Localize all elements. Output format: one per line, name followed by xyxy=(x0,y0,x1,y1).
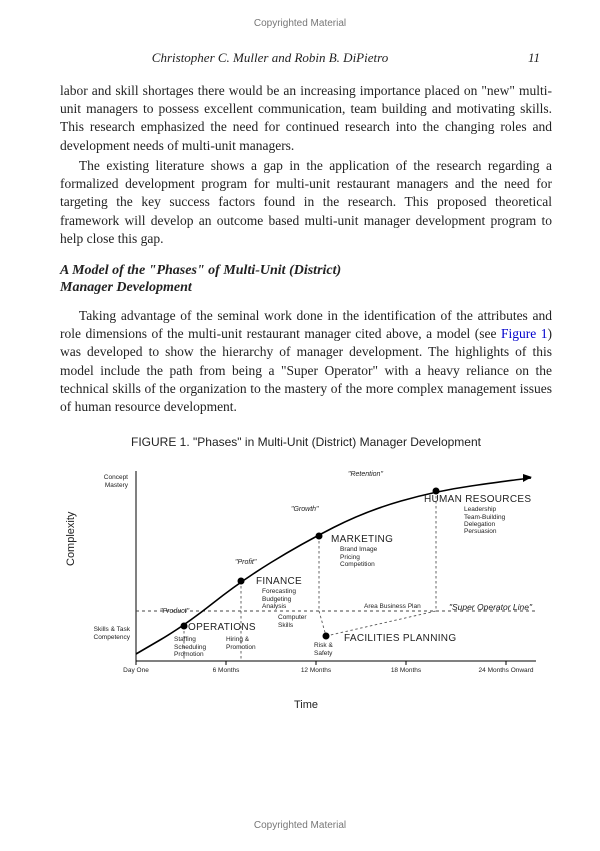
page-number: 11 xyxy=(528,50,540,66)
x-axis-label: Time xyxy=(66,698,546,713)
y-bottom-label: Skills & TaskCompetency xyxy=(76,626,130,640)
operations-title: OPERATIONS xyxy=(188,622,256,633)
facilities-title: FACILITIES PLANNING xyxy=(344,633,456,644)
body-text: labor and skill shortages there would be… xyxy=(60,82,552,706)
stage-retention-label: "Retention" xyxy=(348,471,383,479)
paragraph-3: Taking advantage of the seminal work don… xyxy=(60,307,552,416)
page: Copyrighted Material Christopher C. Mull… xyxy=(0,0,600,851)
section-heading-line2: Manager Development xyxy=(60,280,192,295)
figure-1-link[interactable]: Figure 1 xyxy=(501,326,547,341)
stage-profit-label: "Profit" xyxy=(235,559,256,567)
section-heading-line1: A Model of the "Phases" of Multi-Unit (D… xyxy=(60,263,341,278)
y-top-label: ConceptMastery xyxy=(84,474,128,488)
x-tick-label: 18 Months xyxy=(376,667,436,674)
stage-growth-label: "Growth" xyxy=(291,506,319,514)
figure-caption: FIGURE 1. "Phases" in Multi-Unit (Distri… xyxy=(60,434,552,450)
super-operator-line-label: "Super Operator Line" xyxy=(449,603,532,612)
hr-title: HUMAN RESOURCES xyxy=(424,494,531,505)
y-axis-label: Complexity xyxy=(64,512,79,566)
x-tick-label: 6 Months xyxy=(196,667,256,674)
stage-product-label: "Product" xyxy=(160,608,189,616)
copyright-bottom: Copyrighted Material xyxy=(0,820,600,831)
computer-skills-label: ComputerSkills xyxy=(278,614,307,628)
x-tick-label: Day One xyxy=(106,667,166,674)
figure-1: Complexity Time ConceptMastery Skills & … xyxy=(66,456,546,706)
hr-sub: LeadershipTeam-BuildingDelegationPersuas… xyxy=(464,506,505,535)
finance-sub: ForecastingBudgetingAnalysis xyxy=(262,588,296,609)
section-heading: A Model of the "Phases" of Multi-Unit (D… xyxy=(60,262,552,297)
facilities-sub: Risk &Safety xyxy=(314,642,333,656)
x-tick-label: 24 Months Onward xyxy=(476,667,536,674)
paragraph-2: The existing literature shows a gap in t… xyxy=(60,157,552,248)
marketing-sub: Brand ImagePricingCompetition xyxy=(340,546,377,567)
finance-title: FINANCE xyxy=(256,576,302,587)
copyright-top: Copyrighted Material xyxy=(0,18,600,29)
paragraph-1: labor and skill shortages there would be… xyxy=(60,82,552,155)
x-tick-label: 12 Months xyxy=(286,667,346,674)
running-authors: Christopher C. Muller and Robin B. DiPie… xyxy=(60,50,480,66)
running-head: Christopher C. Muller and Robin B. DiPie… xyxy=(60,50,540,66)
marketing-title: MARKETING xyxy=(331,534,393,545)
operations-sub: StaffingSchedulingPromotion xyxy=(174,636,206,657)
area-plan-label: Area Business Plan xyxy=(364,603,421,610)
operations-sub2: Hiring &Promotion xyxy=(226,636,256,650)
para3-a: Taking advantage of the seminal work don… xyxy=(60,308,552,341)
